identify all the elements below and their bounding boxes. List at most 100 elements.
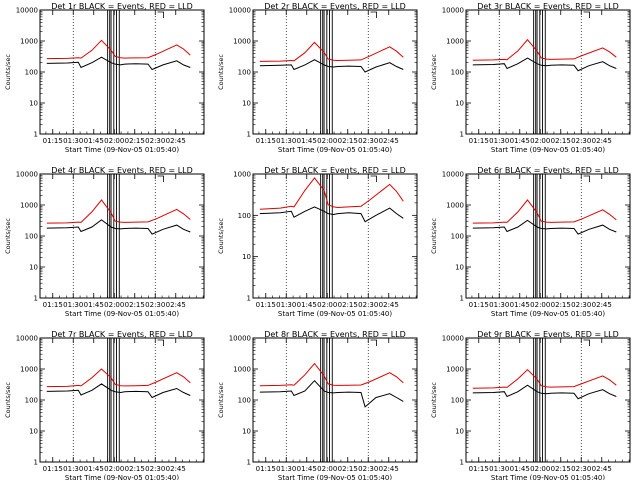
y-tick-label: 10 [242, 253, 251, 261]
y-tick-label: 10 [455, 100, 464, 108]
x-tick-label: 02:45 [166, 137, 186, 145]
y-tick-label: 10 [29, 428, 38, 436]
data-gap-box [542, 173, 546, 299]
y-axis-label: Counts/sec [4, 382, 12, 418]
data-gap-box [320, 173, 324, 299]
y-axis-label: Counts/sec [430, 218, 438, 254]
x-tick-label: 02:15 [551, 301, 571, 309]
data-gap-box [110, 173, 115, 299]
data-gap-box [536, 337, 541, 463]
y-tick-label: 10000 [229, 7, 251, 15]
x-tick-label: 01:15 [43, 301, 63, 309]
plot-frame [465, 9, 631, 135]
corner-bracket-mark [157, 11, 164, 18]
data-gap-box [329, 337, 333, 463]
y-tick-label: 100 [25, 233, 38, 241]
x-tick-label: 01:30 [489, 137, 509, 145]
y-tick-label: 1 [460, 131, 464, 139]
x-tick-label: 02:45 [592, 137, 612, 145]
panel-det-6: Det 6r BLACK = Events, RED = LLD Counts/s… [430, 166, 631, 318]
x-tick-label: 02:30 [571, 301, 591, 309]
y-tick-label: 10 [455, 428, 464, 436]
x-tick-label: 02:00 [317, 137, 337, 145]
x-tick-label: 02:15 [338, 137, 358, 145]
chart-title: Det 9r BLACK = Events, RED = LLD [477, 330, 619, 339]
data-gap-box [323, 173, 328, 299]
panel-det-4: Det 4r BLACK = Events, RED = LLD Counts/s… [4, 166, 205, 318]
x-tick-label: 02:15 [551, 137, 571, 145]
y-tick-label: 1000 [446, 202, 464, 210]
panel-det-5: Det 5r BLACK = Events, RED = LLD Counts/s… [217, 166, 418, 318]
x-tick-label: 01:15 [256, 301, 276, 309]
panel-det-3: Det 3r BLACK = Events, RED = LLD Counts/s… [430, 2, 631, 154]
y-tick-label: 1000 [233, 366, 251, 374]
chart-title: Det 5r BLACK = Events, RED = LLD [264, 166, 406, 175]
x-axis-label: Start Time (09-Nov-05 01:05:40) [65, 310, 179, 318]
y-axis-label: Counts/sec [4, 54, 12, 90]
series-lld-line [259, 41, 404, 62]
x-tick-label: 01:30 [489, 465, 509, 473]
data-gap-box [323, 9, 328, 135]
data-gap-box [107, 173, 111, 299]
corner-bracket-mark [370, 175, 377, 182]
data-gap-box [107, 337, 111, 463]
plot-frame [252, 9, 418, 135]
x-tick-label: 02:30 [145, 137, 165, 145]
y-tick-label: 10 [455, 264, 464, 272]
series-events-line [472, 219, 617, 235]
x-tick-label: 02:00 [104, 137, 124, 145]
x-tick-label: 02:15 [125, 301, 145, 309]
x-tick-label: 02:00 [317, 465, 337, 473]
corner-bracket-mark [157, 175, 164, 182]
series-lld-line [472, 199, 617, 224]
y-tick-label: 10000 [16, 7, 38, 15]
y-tick-label: 10000 [229, 335, 251, 343]
y-tick-label: 1 [34, 131, 38, 139]
y-tick-label: 1000 [233, 171, 251, 179]
y-tick-label: 1 [247, 295, 251, 303]
y-tick-label: 10000 [442, 171, 464, 179]
y-tick-label: 1000 [20, 366, 38, 374]
x-tick-label: 02:15 [125, 137, 145, 145]
data-gap-box [533, 9, 537, 135]
panel-det-1: Det 1r BLACK = Events, RED = LLD Counts/s… [4, 2, 205, 154]
x-tick-label: 02:15 [338, 465, 358, 473]
y-axis-label: Counts/sec [4, 218, 12, 254]
y-tick-label: 1 [460, 459, 464, 467]
data-gap-box [536, 173, 541, 299]
y-tick-label: 100 [451, 233, 464, 241]
y-tick-label: 1 [34, 295, 38, 303]
x-tick-label: 01:15 [43, 137, 63, 145]
y-axis-label: Counts/sec [430, 382, 438, 418]
y-tick-label: 10000 [442, 335, 464, 343]
y-axis-label: Counts/sec [217, 54, 225, 90]
data-gap-box [329, 173, 333, 299]
plot-frame [252, 173, 418, 299]
y-tick-label: 1 [460, 295, 464, 303]
plot-frame [465, 173, 631, 299]
data-gap-box [533, 337, 537, 463]
data-gap-box [533, 173, 537, 299]
x-tick-label: 01:30 [63, 137, 83, 145]
series-events-line [259, 379, 404, 408]
data-gap-box [329, 9, 333, 135]
y-tick-label: 10000 [16, 335, 38, 343]
y-tick-label: 1000 [446, 38, 464, 46]
x-tick-label: 01:15 [256, 465, 276, 473]
y-tick-label: 100 [238, 69, 251, 77]
series-lld-line [472, 369, 617, 389]
x-tick-label: 02:00 [104, 465, 124, 473]
series-lld-line [259, 177, 404, 210]
x-tick-label: 01:45 [510, 137, 530, 145]
data-gap-box [110, 337, 115, 463]
x-tick-label: 01:30 [63, 465, 83, 473]
x-tick-label: 01:45 [84, 137, 104, 145]
corner-bracket-mark [583, 339, 590, 346]
series-events-line [472, 384, 617, 400]
x-tick-label: 02:30 [145, 301, 165, 309]
corner-bracket-mark [370, 11, 377, 18]
x-tick-label: 02:45 [166, 301, 186, 309]
x-tick-label: 02:30 [358, 301, 378, 309]
x-tick-label: 01:15 [469, 465, 489, 473]
